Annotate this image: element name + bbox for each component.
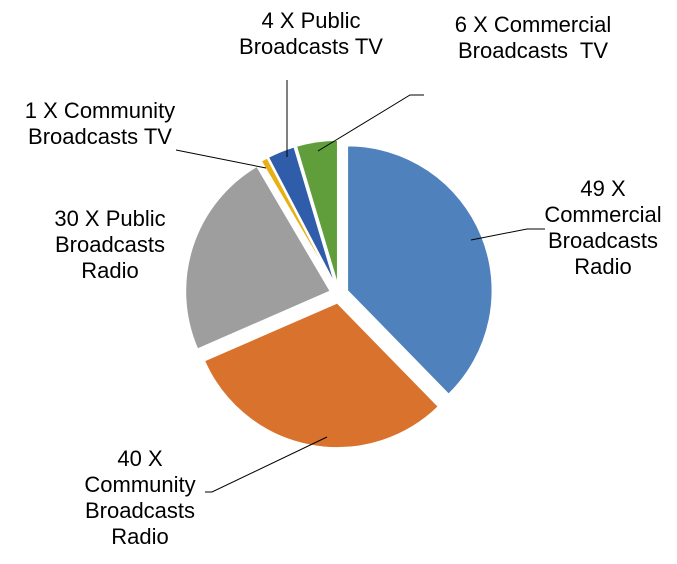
pie-slice-commercial-broadcasts-radio <box>346 144 494 396</box>
data-label-line: Broadcasts <box>55 232 165 257</box>
data-label-line: Community <box>84 472 195 497</box>
leader-line-community-broadcasts-radio <box>205 436 328 493</box>
leader-line-community-broadcasts-tv <box>175 149 267 169</box>
data-label-line: 49 X <box>580 176 626 201</box>
data-label-community-broadcasts-tv: 1 X Community Broadcasts TV <box>25 98 175 149</box>
data-label-line: 40 X <box>117 446 163 471</box>
pie-slice-community-broadcasts-tv <box>260 156 336 287</box>
data-label-line: 1 X Community <box>25 98 175 123</box>
data-label-line: Broadcasts TV <box>28 124 172 149</box>
data-label-line: Commercial <box>544 202 661 227</box>
data-label-line: 6 X Commercial <box>455 12 611 37</box>
leader-lines <box>175 80 545 493</box>
pie-slice-public-broadcasts-radio <box>184 165 332 351</box>
data-label-line: Broadcasts <box>548 228 658 253</box>
data-label-line: Broadcasts <box>85 498 195 523</box>
leader-line-commercial-broadcasts-radio <box>470 228 545 241</box>
data-label-public-broadcasts-tv: 4 X Public Broadcasts TV <box>239 8 383 59</box>
data-label-line: Radio <box>574 254 631 279</box>
pie-slice-commercial-broadcasts-tv <box>295 139 339 286</box>
pie-slices <box>184 139 494 449</box>
data-label-line: Radio <box>81 258 138 283</box>
data-label-commercial-broadcasts-tv: 6 X Commercial Broadcasts TV <box>455 12 611 63</box>
data-label-line: Broadcasts TV <box>458 38 608 63</box>
data-label-line: 30 X Public <box>54 206 165 231</box>
data-label-commercial-broadcasts-radio: 49 X Commercial Broadcasts Radio <box>544 176 661 279</box>
leader-line-commercial-broadcasts-tv <box>317 94 424 152</box>
data-label-line: 4 X Public <box>261 8 360 33</box>
pie-slice-public-broadcasts-tv <box>267 145 337 287</box>
data-label-line: Radio <box>111 524 168 549</box>
data-label-community-broadcasts-radio: 40 X Community Broadcasts Radio <box>84 446 195 549</box>
data-label-public-broadcasts-radio: 30 X Public Broadcasts Radio <box>54 206 165 283</box>
data-label-line: Broadcasts TV <box>239 34 383 59</box>
